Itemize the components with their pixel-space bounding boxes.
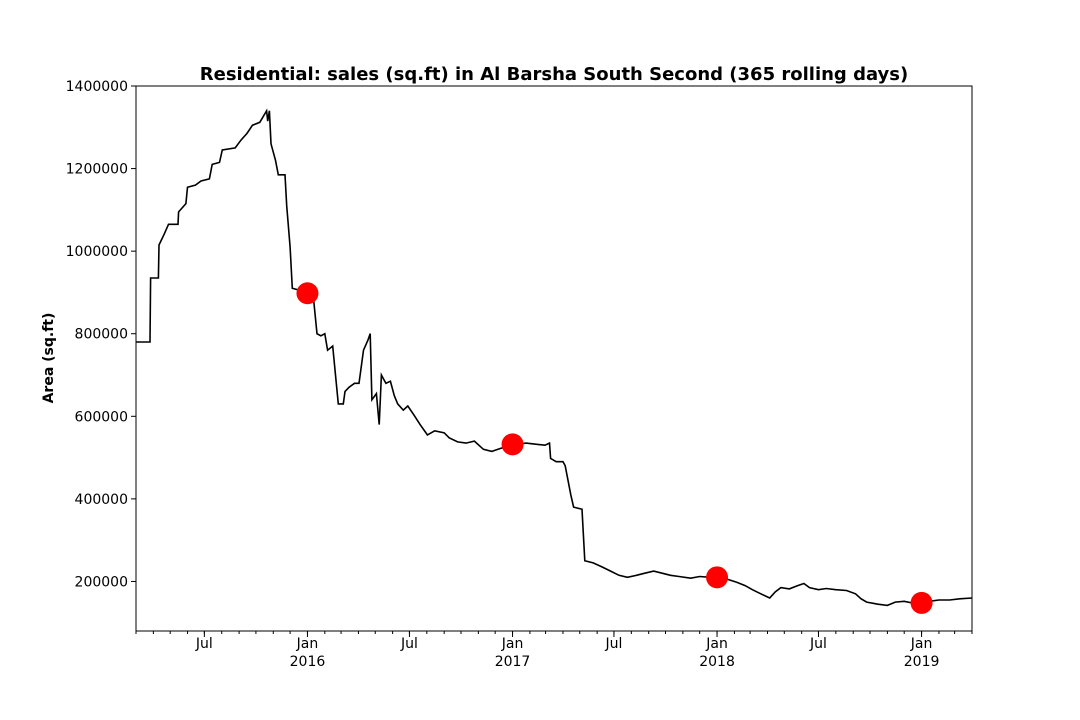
x-tick-label: Jan (705, 636, 728, 652)
y-tick-label: 400000 (75, 492, 128, 508)
series-line (136, 108, 973, 607)
x-tick-label: 2018 (699, 654, 735, 670)
x-tick-label: Jan (501, 636, 524, 652)
y-axis-label: Area (sq.ft) (41, 313, 57, 404)
x-tick-label: 2019 (904, 654, 940, 670)
year-marker-point (501, 433, 524, 456)
plot-frame (135, 85, 973, 632)
x-axis: Jul Jan 2016 Jul Jan 2017 Jul Jan 2018 Jul Jan 2019 (135, 631, 973, 670)
y-tick-label: 1000000 (66, 244, 128, 260)
y-tick-label: 200000 (75, 574, 128, 590)
chart-title: Residential: sales (sq.ft) in Al Barsha … (200, 64, 908, 85)
y-tick-label: 800000 (75, 327, 128, 343)
y-axis: 200000 400000 600000 800000 1000000 1200000 14… (66, 79, 136, 590)
year-marker-point (296, 282, 319, 305)
x-tick-label: Jan (296, 636, 319, 652)
y-tick-label: 1400000 (66, 79, 128, 95)
y-tick-label: 1200000 (66, 162, 128, 178)
x-tick-label: 2017 (495, 654, 531, 670)
y-tick-label: 600000 (75, 409, 128, 425)
x-tick-label: 2016 (290, 654, 326, 670)
x-tick-label: Jul (605, 636, 623, 652)
year-marker-point (706, 566, 729, 589)
x-tick-label: Jan (910, 636, 933, 652)
x-tick-label: Jul (195, 636, 213, 652)
x-tick-label: Jul (400, 636, 418, 652)
x-tick-label: Jul (809, 636, 827, 652)
plot-area (135, 85, 973, 632)
year-marker-point (910, 591, 933, 614)
